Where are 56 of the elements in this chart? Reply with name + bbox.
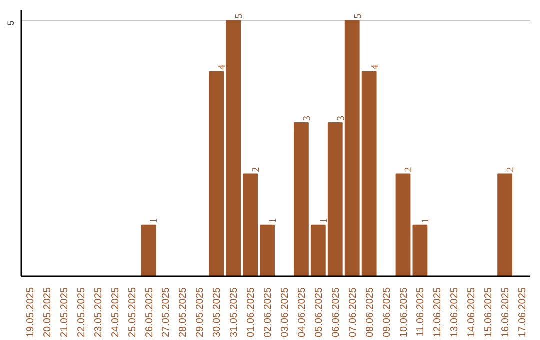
data-label: 4 bbox=[370, 64, 381, 70]
data-label: 1 bbox=[149, 218, 160, 224]
data-label: 2 bbox=[251, 167, 262, 172]
x-tick-label: 22.05.2025 bbox=[76, 287, 88, 338]
bar bbox=[412, 224, 428, 276]
x-tick-label: 26.05.2025 bbox=[144, 287, 156, 338]
x-tick-label: 19.05.2025 bbox=[25, 287, 36, 338]
bar bbox=[243, 174, 258, 276]
data-label: 5 bbox=[352, 14, 364, 19]
x-tick-label: 21.05.2025 bbox=[59, 287, 70, 338]
bar bbox=[396, 174, 411, 276]
x-tick-label: 20.05.2025 bbox=[42, 287, 54, 338]
bar bbox=[226, 20, 242, 276]
bar bbox=[310, 224, 326, 276]
x-tick-label: 01.06.2025 bbox=[246, 287, 258, 338]
x-tick-label: 16.06.2025 bbox=[500, 287, 512, 338]
x-tick-label: 02.06.2025 bbox=[263, 287, 274, 338]
data-label: 3 bbox=[302, 116, 313, 122]
x-tick-label: 13.06.2025 bbox=[450, 287, 461, 338]
x-tick-label: 09.06.2025 bbox=[382, 287, 393, 338]
data-label: 3 bbox=[336, 116, 347, 122]
data-label: 2 bbox=[506, 167, 517, 172]
x-tick-label: 30.05.2025 bbox=[212, 287, 224, 338]
bar bbox=[260, 224, 275, 276]
data-label: 2 bbox=[404, 167, 415, 172]
bar bbox=[498, 174, 513, 276]
x-tick-label: 29.05.2025 bbox=[195, 287, 206, 338]
bar bbox=[362, 71, 377, 276]
bar bbox=[328, 122, 343, 276]
x-tick-label: 07.06.2025 bbox=[348, 287, 359, 338]
x-tick-label: 08.06.2025 bbox=[364, 287, 376, 338]
x-tick-label: 03.06.2025 bbox=[280, 287, 291, 338]
x-tick-label: 24.05.2025 bbox=[110, 287, 122, 338]
x-tick-label: 05.06.2025 bbox=[314, 287, 325, 338]
x-tick-label: 31.05.2025 bbox=[229, 287, 240, 338]
x-tick-label: 12.06.2025 bbox=[432, 287, 444, 338]
x-tick-label: 25.05.2025 bbox=[127, 287, 138, 338]
x-tick-label: 06.06.2025 bbox=[330, 287, 342, 338]
data-label: 1 bbox=[268, 218, 280, 224]
x-tick-label: 28.05.2025 bbox=[178, 287, 190, 338]
bar bbox=[344, 20, 360, 276]
x-tick-label: 10.06.2025 bbox=[398, 287, 410, 338]
bar bbox=[209, 71, 224, 276]
bar bbox=[141, 224, 156, 276]
data-label: 4 bbox=[217, 64, 228, 70]
x-tick-label: 14.06.2025 bbox=[466, 287, 478, 338]
data-label: 1 bbox=[420, 218, 432, 224]
x-tick-label: 11.06.2025 bbox=[416, 287, 427, 337]
x-tick-label: 15.06.2025 bbox=[484, 287, 495, 338]
x-tick-label: 23.05.2025 bbox=[93, 287, 104, 338]
bar bbox=[294, 122, 309, 276]
x-tick-label: 04.06.2025 bbox=[296, 287, 308, 338]
x-tick-label: 27.05.2025 bbox=[161, 287, 172, 338]
data-label: 1 bbox=[318, 218, 330, 224]
data-label: 5 bbox=[234, 14, 246, 19]
x-tick-label: 17.06.2025 bbox=[518, 287, 529, 338]
